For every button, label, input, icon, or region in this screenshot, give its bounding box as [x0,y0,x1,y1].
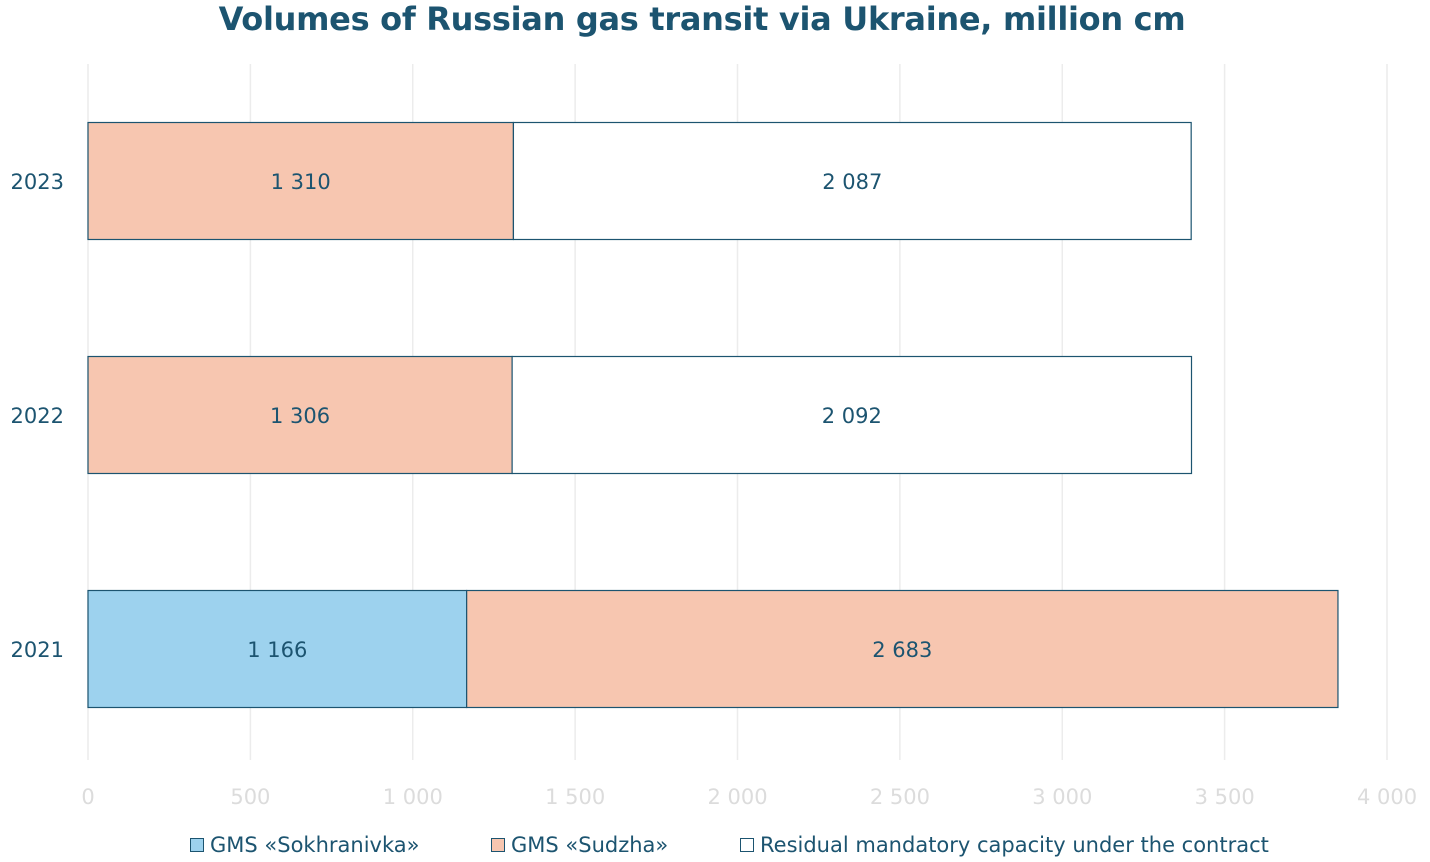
bar-segment [87,355,513,475]
x-tick-label: 4 000 [1357,785,1417,809]
legend-item-sudzha[interactable]: GMS «Sudzha» [491,828,668,862]
legend-swatch-sokhranivka [190,838,204,852]
bar-segment [87,121,515,241]
bar-value-label: 1 310 [271,170,331,194]
bar-value-label: 2 087 [822,170,882,194]
chart-legend: GMS «Sokhranivka» GMS «Sudzha» Residual … [0,828,1430,862]
x-tick-label: 3 500 [1195,785,1255,809]
x-tick-label: 500 [230,785,270,809]
bar-value-label: 1 166 [247,638,307,662]
y-category-label: 2023 [11,170,64,194]
bar-segment [512,121,1192,241]
bar-segment [466,589,1339,709]
x-tick-label: 2 000 [707,785,767,809]
legend-swatch-residual-capacity [740,838,754,852]
x-tick-label: 1 500 [545,785,605,809]
x-tick-label: 0 [81,785,94,809]
bar-value-label: 2 092 [822,404,882,428]
x-tick-label: 1 000 [383,785,443,809]
bar-value-label: 2 683 [872,638,932,662]
legend-label-sokhranivka: GMS «Sokhranivka» [210,833,420,857]
legend-item-residual-capacity[interactable]: Residual mandatory capacity under the co… [740,828,1269,862]
legend-swatch-sudzha [491,838,505,852]
x-tick-label: 3 000 [1032,785,1092,809]
legend-item-sokhranivka[interactable]: GMS «Sokhranivka» [190,828,419,862]
x-tick-label: 2 500 [870,785,930,809]
legend-label-sudzha: GMS «Sudzha» [511,833,669,857]
bar-value-label: 1 306 [270,404,330,428]
chart-title: Volumes of Russian gas transit via Ukrai… [218,0,1186,38]
bar-segment [87,589,468,709]
y-category-label: 2022 [11,404,64,428]
bar-segment [511,355,1193,475]
y-category-label: 2021 [11,638,64,662]
legend-label-residual-capacity: Residual mandatory capacity under the co… [760,833,1269,857]
